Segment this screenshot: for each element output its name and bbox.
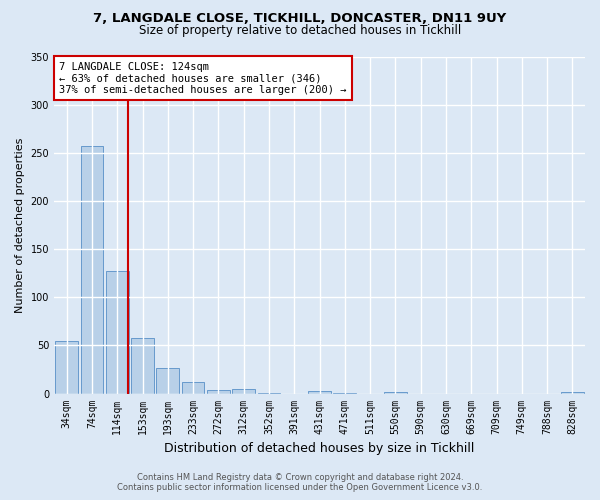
Text: 7, LANGDALE CLOSE, TICKHILL, DONCASTER, DN11 9UY: 7, LANGDALE CLOSE, TICKHILL, DONCASTER, … (94, 12, 506, 26)
Bar (131, 338, 154, 394)
Text: Contains HM Land Registry data © Crown copyright and database right 2024.
Contai: Contains HM Land Registry data © Crown c… (118, 473, 482, 492)
Bar (334, 392, 356, 394)
Bar (80, 146, 103, 394)
Bar (106, 272, 128, 394)
Bar (207, 390, 230, 394)
Bar (55, 340, 78, 394)
Bar (384, 392, 407, 394)
Text: 7 LANGDALE CLOSE: 124sqm
← 63% of detached houses are smaller (346)
37% of semi-: 7 LANGDALE CLOSE: 124sqm ← 63% of detach… (59, 62, 347, 95)
Bar (182, 382, 205, 394)
X-axis label: Distribution of detached houses by size in Tickhill: Distribution of detached houses by size … (164, 442, 475, 455)
Text: Size of property relative to detached houses in Tickhill: Size of property relative to detached ho… (139, 24, 461, 37)
Bar (308, 390, 331, 394)
Y-axis label: Number of detached properties: Number of detached properties (15, 138, 25, 312)
Bar (232, 388, 255, 394)
Bar (257, 392, 280, 394)
Bar (157, 368, 179, 394)
Bar (561, 392, 584, 394)
